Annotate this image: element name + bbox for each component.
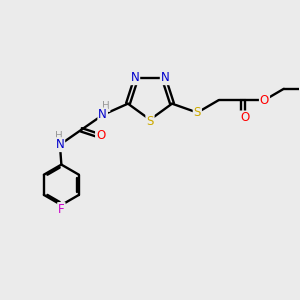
- Text: N: N: [161, 71, 170, 84]
- Text: S: S: [146, 115, 154, 128]
- Text: O: O: [260, 94, 269, 106]
- Text: H: H: [102, 101, 110, 111]
- Text: N: N: [56, 138, 64, 151]
- Text: F: F: [58, 203, 65, 216]
- Text: H: H: [56, 131, 63, 141]
- Text: N: N: [98, 109, 107, 122]
- Text: N: N: [130, 71, 139, 84]
- Text: O: O: [240, 111, 249, 124]
- Text: O: O: [96, 129, 105, 142]
- Text: S: S: [194, 106, 201, 119]
